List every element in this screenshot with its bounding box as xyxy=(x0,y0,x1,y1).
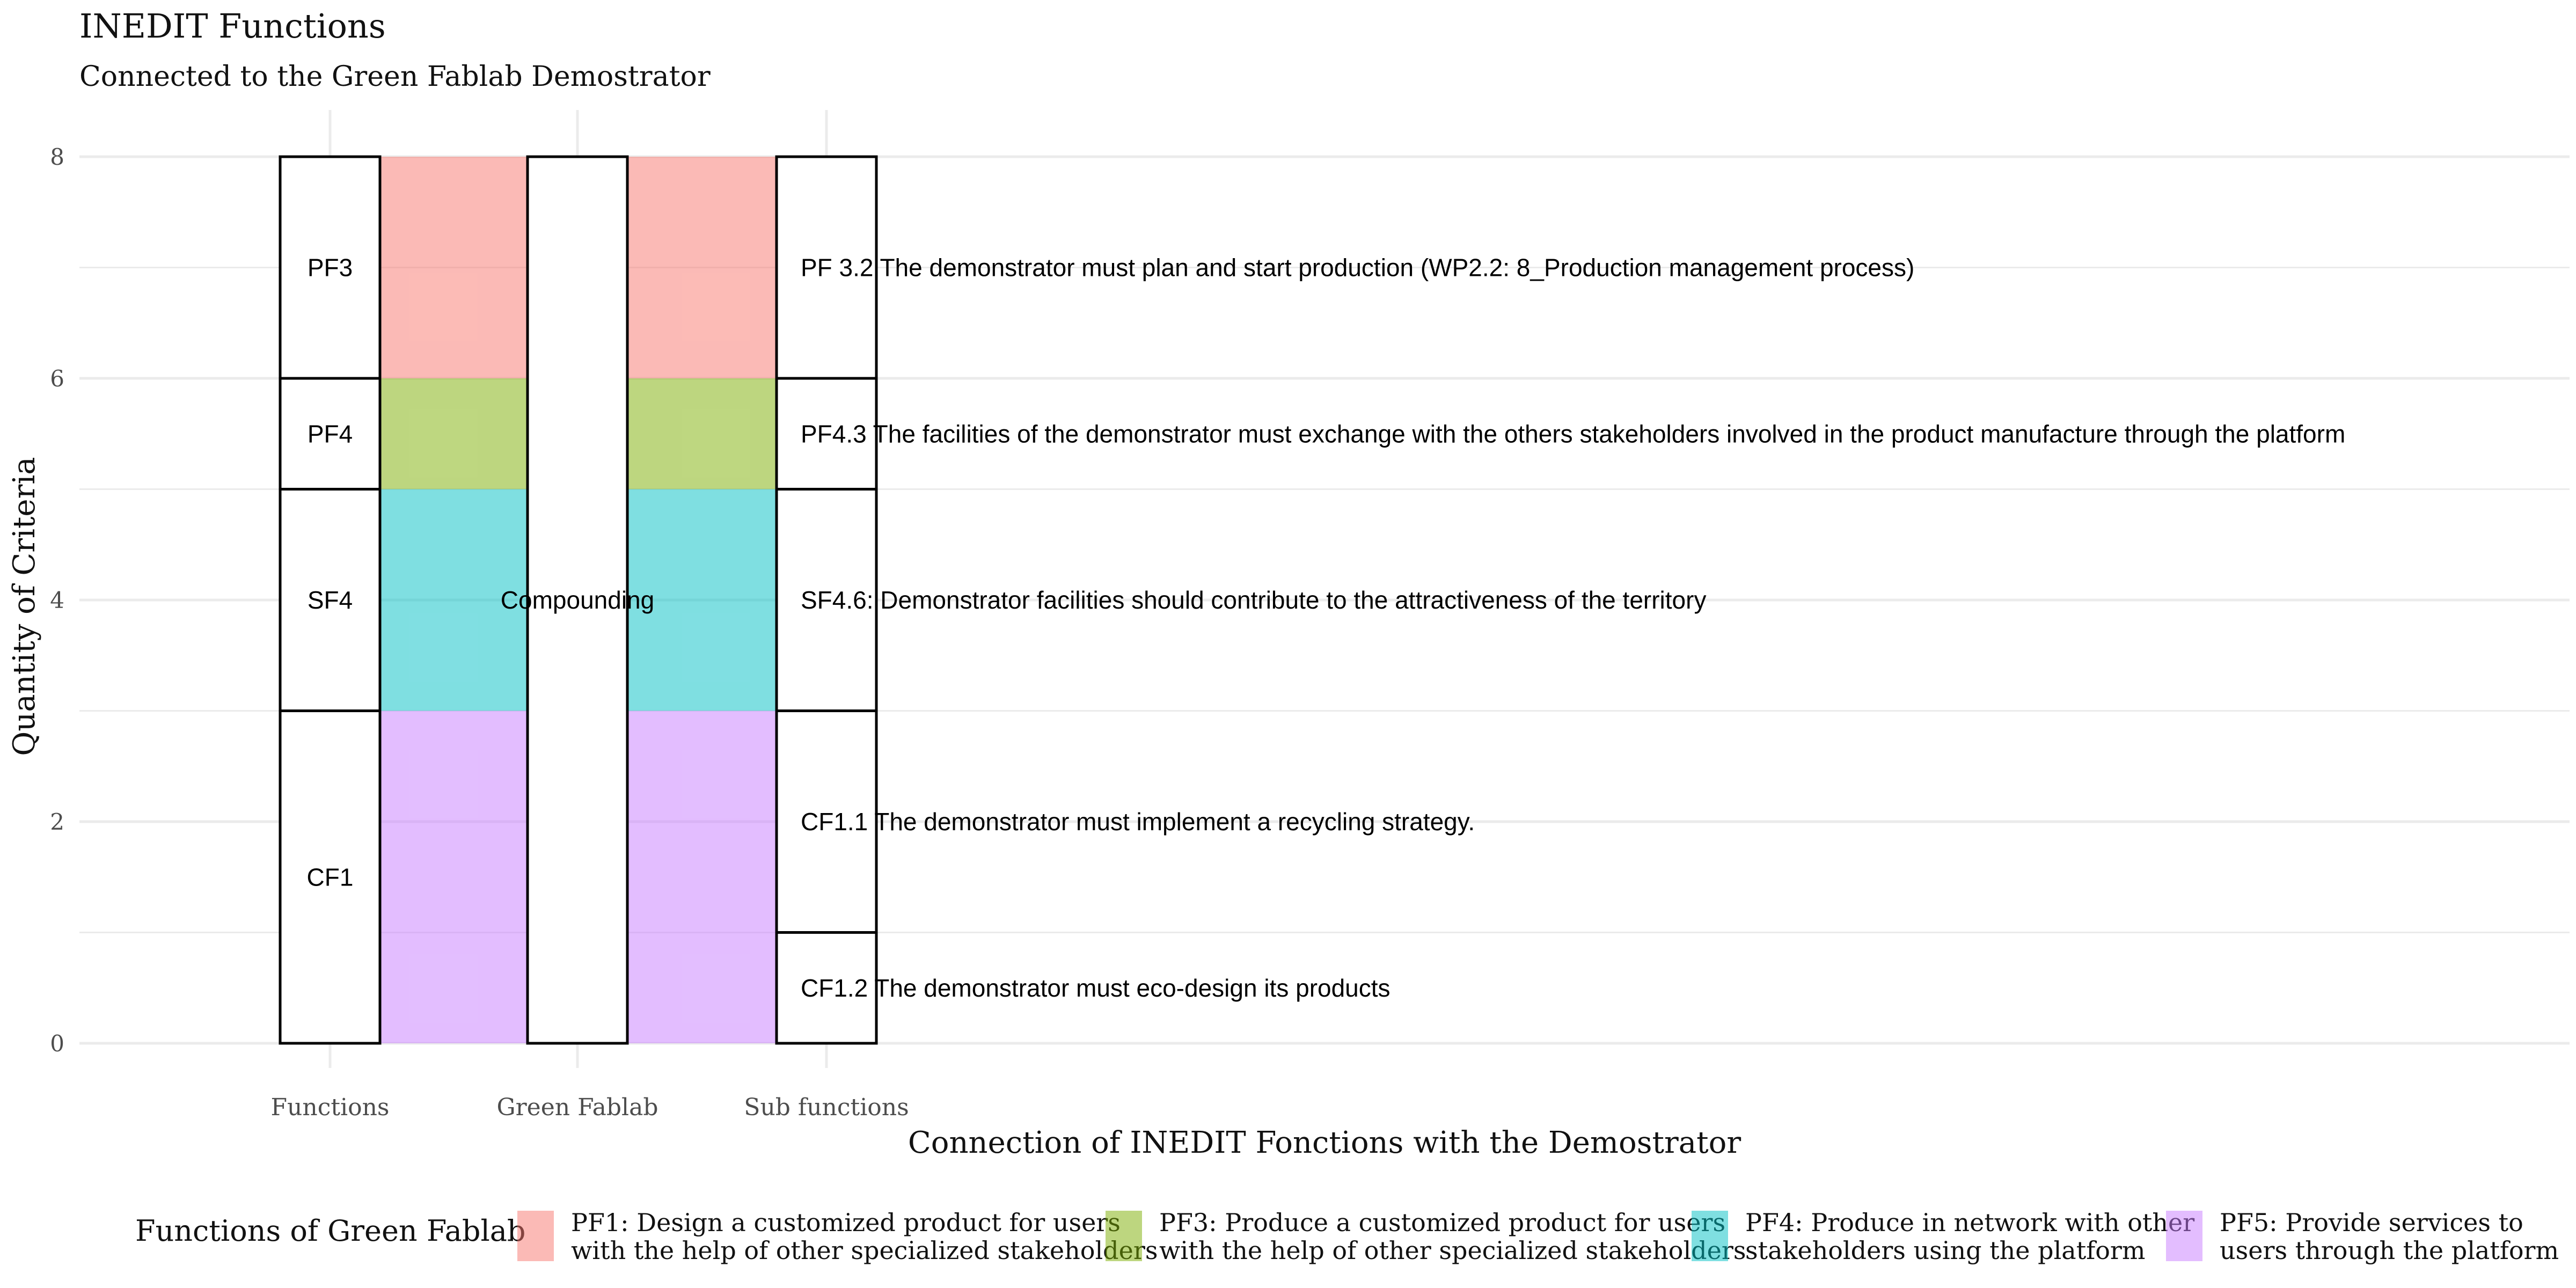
legend-label: with the help of other specialized stake… xyxy=(571,1236,1158,1265)
x-tick-label: Green Fablab xyxy=(497,1094,658,1121)
legend-label: PF1: Design a customized product for use… xyxy=(571,1208,1121,1237)
stratum-box xyxy=(775,709,878,934)
stratum-box xyxy=(526,155,629,1045)
flow-band-pf5 xyxy=(380,711,528,1043)
y-tick-label: 2 xyxy=(50,809,64,835)
legend-key xyxy=(1106,1211,1142,1261)
flow-bands xyxy=(380,157,777,1043)
stratum-label: PF4 xyxy=(308,420,353,448)
flow-band-pf1 xyxy=(380,157,528,378)
flow-band-pf1 xyxy=(627,157,777,378)
flow-band-pf4 xyxy=(380,489,528,711)
stratum-box xyxy=(775,377,878,491)
y-axis-ticks: 0 2 4 6 8 xyxy=(50,144,64,1057)
legend-label: users through the platform xyxy=(2220,1236,2559,1265)
legend-label: with the help of other specialized stake… xyxy=(1159,1236,1746,1265)
stratum-label: PF3 xyxy=(308,254,353,282)
legend-item-pf1: PF1: Design a customized product for use… xyxy=(517,1208,1158,1265)
legend-key xyxy=(517,1211,554,1261)
stratum-label: CF1 xyxy=(307,863,354,891)
stratum-label: SF4 xyxy=(308,586,353,614)
y-tick-label: 8 xyxy=(50,144,64,170)
chart-title: INEDIT Functions xyxy=(79,6,386,46)
stratum-box xyxy=(775,488,878,712)
stratum-box xyxy=(775,931,878,1045)
stratum-label: Compounding xyxy=(501,586,654,614)
y-tick-label: 6 xyxy=(50,365,64,392)
legend-key xyxy=(1692,1211,1728,1261)
y-tick-label: 4 xyxy=(50,587,64,613)
stratum-box xyxy=(775,155,878,380)
legend-key xyxy=(2166,1211,2202,1261)
legend-title: Functions of Green Fablab xyxy=(135,1214,525,1248)
stratum-label: PF4.3 The facilities of the demonstrator… xyxy=(801,420,2345,448)
legend-label: PF4: Produce in network with other xyxy=(1745,1208,2194,1237)
strata-boxes: PF3 PF4 SF4 CF1 Compounding PF 3.2 The demons… xyxy=(279,155,2345,1045)
legend-label: stakeholders using the platform xyxy=(1745,1236,2146,1265)
stratum-label: CF1.1 The demonstrator must implement a … xyxy=(801,808,1475,836)
stratum-box xyxy=(279,488,382,712)
y-axis-label: Quantity of Criteria xyxy=(7,457,42,756)
legend-label: PF5: Provide services to xyxy=(2220,1208,2523,1237)
flow-band-pf3 xyxy=(380,378,528,489)
stratum-box xyxy=(279,155,382,380)
flow-band-pf4 xyxy=(627,489,777,711)
x-axis-label: Connection of INEDIT Fonctions with the … xyxy=(908,1125,1741,1160)
x-axis-ticks: Functions Green Fablab Sub functions xyxy=(270,1094,909,1121)
flow-band-pf3 xyxy=(627,378,777,489)
legend-item-pf3: PF3: Produce a customized product for us… xyxy=(1106,1208,1746,1265)
x-tick-label: Functions xyxy=(270,1094,389,1121)
stratum-box xyxy=(279,709,382,1045)
y-tick-label: 0 xyxy=(50,1030,64,1057)
stratum-label: CF1.2 The demonstrator must eco-design i… xyxy=(801,974,1391,1002)
flow-band-pf5 xyxy=(627,711,777,1043)
chart-subtitle: Connected to the Green Fablab Demostrato… xyxy=(79,61,711,93)
x-tick-label: Sub functions xyxy=(744,1094,909,1121)
legend-label: PF3: Produce a customized product for us… xyxy=(1159,1208,1725,1237)
legend: Functions of Green Fablab PF1: Design a … xyxy=(135,1208,2559,1265)
stratum-label: SF4.6: Demonstrator facilities should co… xyxy=(801,586,1706,614)
stratum-label: PF 3.2 The demonstrator must plan and st… xyxy=(801,254,1914,282)
legend-item-pf4: PF4: Produce in network with otherstakeh… xyxy=(1692,1208,2194,1265)
